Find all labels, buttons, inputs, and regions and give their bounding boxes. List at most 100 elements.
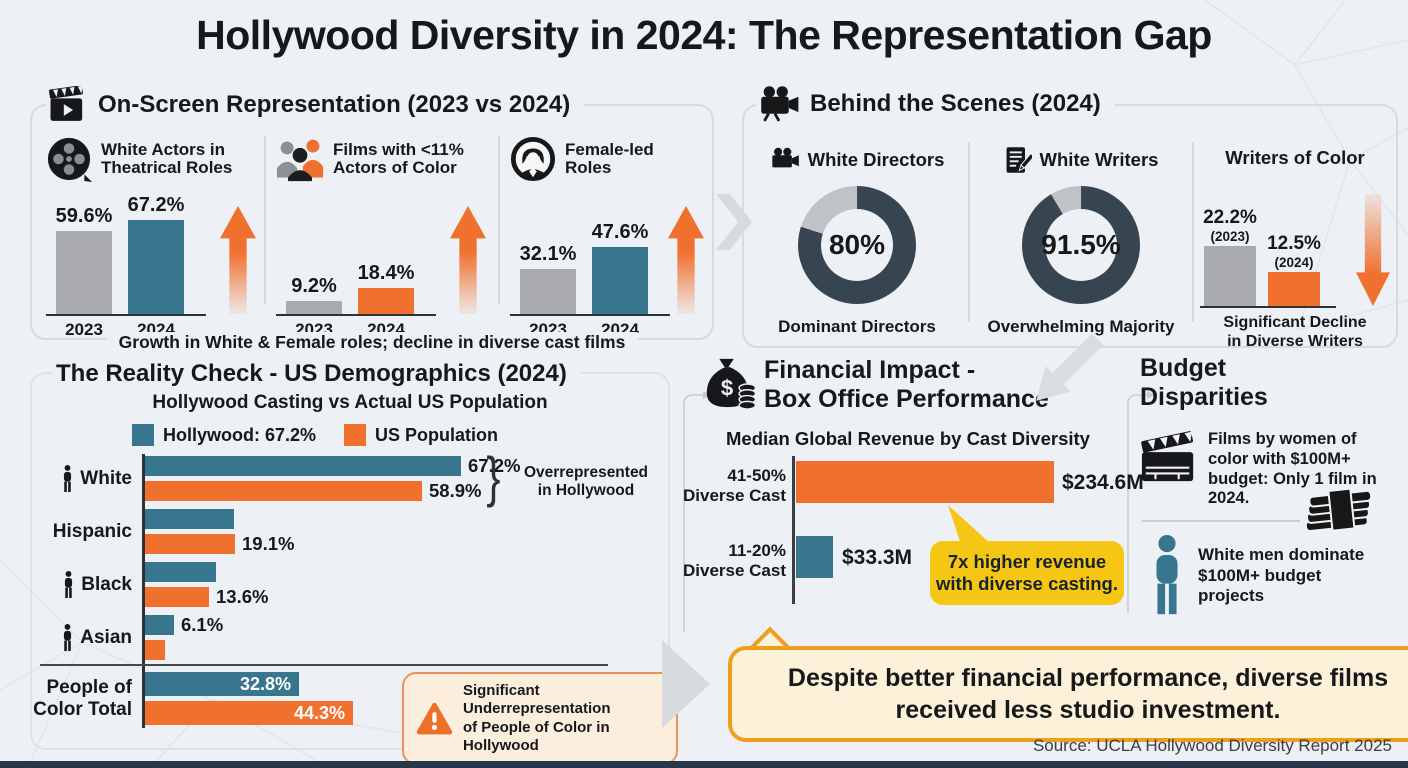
on-screen-heading: On-Screen Representation (2023 vs 2024) <box>46 84 585 126</box>
chart-white-actors: White Actors in Theatrical Roles 59.6% 6… <box>46 132 258 340</box>
value-2024: 12.5% <box>1267 233 1321 254</box>
mini-bar-chart: 9.2% 18.4% 2023 2024 <box>276 190 488 340</box>
revenue-bar-high-diversity <box>796 461 1054 503</box>
trend-up-arrow-icon <box>220 206 256 314</box>
writers-of-color-caption: Significant Decline in Diverse Writers <box>1223 314 1367 350</box>
overrepresented-annotation: Overrepresented in Hollywood <box>523 464 649 500</box>
bars-hispanic: 19.1% <box>145 509 294 559</box>
us-bar <box>145 481 422 501</box>
value-2024: 47.6% <box>591 221 649 243</box>
clapperboard-icon <box>49 86 83 121</box>
x-axis <box>46 313 206 316</box>
bar-2023 <box>286 301 342 314</box>
divider <box>1142 520 1300 522</box>
budget-fact-1: Films by women of color with $100M+ budg… <box>1140 430 1388 509</box>
hollywood-value: 32.8% <box>239 673 291 694</box>
warning-icon <box>416 702 453 734</box>
mini-bar-chart: 59.6% 67.2% 2023 2024 <box>46 190 258 340</box>
bars-black: 13.6% <box>145 562 268 612</box>
bar-2023 <box>520 269 576 314</box>
us-value: 58.9% <box>429 480 482 501</box>
chevron-right-icon <box>662 640 710 728</box>
row-label-black: Black <box>32 562 132 607</box>
value-2023: 32.1% <box>519 243 577 265</box>
divider <box>40 664 608 666</box>
warning-text: Significant Underrepresentation of Peopl… <box>462 682 611 754</box>
teal-swatch <box>132 424 154 446</box>
revenue-bar-low-diversity <box>796 536 833 578</box>
person-icon <box>65 570 73 598</box>
money-stack-icon <box>1300 480 1376 537</box>
orange-swatch <box>344 424 367 446</box>
chart-legend: Hollywood: 67.2% US Population <box>132 424 498 446</box>
on-screen-footer: Growth in White & Female roles; decline … <box>106 332 638 353</box>
donut-center-value: 91.5% <box>1041 209 1121 281</box>
value-2024: 18.4% <box>357 262 415 284</box>
chart-low-diversity-films: Films with <11% Actors of Color 9.2% 18.… <box>276 132 488 340</box>
year-label: 2023 <box>65 320 103 339</box>
us-value: 44.3% <box>293 702 345 723</box>
divider <box>498 136 500 304</box>
chart-title: White Actors in Theatrical Roles <box>101 139 233 177</box>
us-bar <box>145 640 165 660</box>
chart-title: Female-led Roles <box>565 139 654 177</box>
bars-asian: 6.1% <box>145 614 224 665</box>
on-screen-heading-label: On-Screen Representation (2023 vs 2024) <box>98 91 571 118</box>
value-2023: 9.2% <box>291 275 337 297</box>
reality-subtitle: Hollywood Casting vs Actual US Populatio… <box>152 392 548 413</box>
legend-hollywood: Hollywood: 67.2% <box>132 424 316 446</box>
bar-2024 <box>358 288 414 314</box>
hollywood-bar <box>145 509 234 529</box>
hollywood-bar <box>145 562 216 582</box>
row-label-poc-total: People of Color Total <box>33 677 132 720</box>
movie-camera-icon <box>771 147 799 167</box>
conclusion-callout: Despite better financial performance, di… <box>728 646 1408 742</box>
white-directors-title: White Directors <box>807 149 945 170</box>
y-axis <box>142 454 145 728</box>
bar1-label: 41-50% Diverse Cast <box>682 466 786 506</box>
divider <box>1192 142 1194 322</box>
writers-of-color-chart: 22.2% (2023) 12.5% (2024) <box>1200 182 1390 308</box>
hollywood-value: 6.1% <box>181 614 224 635</box>
clapperboard-icon <box>1141 431 1194 482</box>
bars-white: 67.2% 58.9% <box>145 455 521 506</box>
reality-check-panel: The Reality Check - US Demographics (202… <box>30 358 678 766</box>
trend-up-arrow-icon <box>668 206 704 314</box>
financial-subtitle: Median Global Revenue by Cast Diversity <box>726 428 1090 449</box>
writer-memo-icon <box>1006 147 1032 173</box>
on-screen-panel: On-Screen Representation (2023 vs 2024) … <box>30 84 714 353</box>
trend-up-arrow-icon <box>450 206 486 314</box>
mini-bar-chart: 32.1% 47.6% 2023 2024 <box>510 190 706 340</box>
budget-fact-2-text: White men dominate $100M+ budget project… <box>1198 545 1365 606</box>
bars-poc-total: 32.8% 44.3% <box>145 672 353 730</box>
chart-female-led: Female-led Roles 32.1% 47.6% 2023 2024 <box>510 132 706 340</box>
svg-text:$: $ <box>721 376 734 401</box>
bracket-glyph: } <box>486 445 501 508</box>
hollywood-bar: 32.8% <box>145 672 299 696</box>
trend-down-arrow-icon <box>1356 194 1390 306</box>
source-credit: Source: UCLA Hollywood Diversity Report … <box>1032 736 1392 755</box>
bar-2023 <box>56 231 112 314</box>
behind-scenes-heading-label: Behind the Scenes (2024) <box>810 90 1101 117</box>
bar-2023 <box>1204 246 1256 306</box>
page-title: Hollywood Diversity in 2024: The Represe… <box>196 12 1212 58</box>
white-writers-title: White Writers <box>1039 149 1159 170</box>
white-directors-donut: 80% <box>798 186 916 304</box>
chart-title: Films with <11% Actors of Color <box>333 139 464 177</box>
x-axis <box>276 313 436 316</box>
movie-camera-icon <box>761 86 799 122</box>
x-axis <box>510 313 670 316</box>
white-directors-block: White Directors 80% Dominant Directors <box>754 144 960 337</box>
hollywood-value: 67.2% <box>468 455 521 476</box>
money-bag-icon: $ <box>700 356 757 415</box>
white-directors-caption: Dominant Directors <box>778 317 936 336</box>
budget-fact-1-text: Films by women of color with $100M+ budg… <box>1208 430 1377 508</box>
x-axis <box>1200 305 1336 308</box>
behind-scenes-heading: Behind the Scenes (2024) <box>756 82 1115 126</box>
row-label-hispanic: Hispanic <box>52 520 132 542</box>
bar2-value: $33.3M <box>842 546 913 569</box>
white-writers-block: White Writers 91.5% Overwhelming Majorit… <box>978 144 1184 337</box>
row-label-white: White <box>32 456 132 501</box>
bar-2024 <box>128 220 184 314</box>
people-group-icon <box>276 139 324 182</box>
